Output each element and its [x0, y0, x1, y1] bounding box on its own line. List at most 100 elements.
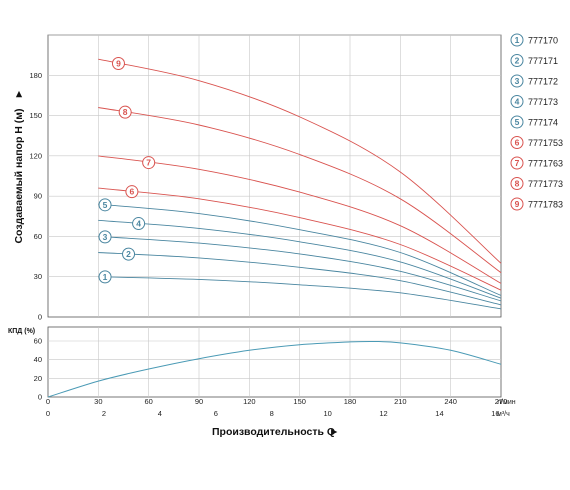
legend-marker-number: 7	[515, 158, 520, 168]
head-y-tick-label: 60	[34, 232, 42, 241]
legend-marker	[510, 177, 524, 190]
curve-marker-circle	[142, 156, 156, 170]
head-axis-arrow: ►	[13, 89, 25, 99]
efficiency-y-tick-label: 60	[34, 337, 42, 346]
x-tick-label-m3h: 8	[270, 409, 274, 418]
curve-marker-number: 3	[103, 232, 108, 242]
legend-marker	[510, 197, 524, 211]
legend-marker	[510, 54, 524, 67]
head-curve-2	[98, 252, 502, 306]
curve-markers: 1 2 3 4 5 6 7 8 9	[98, 56, 156, 284]
x-ticks-primary: 0 30 60 90 120 150 180 210 240 270	[46, 397, 507, 406]
efficiency-y-tick-label: 0	[38, 393, 42, 402]
efficiency-plot-frame	[47, 326, 502, 398]
x-tick-label-lpm: 150	[293, 397, 306, 406]
x-tick-label-lpm: 30	[94, 397, 102, 406]
legend-marker	[510, 115, 524, 129]
legend-label: 7771753	[528, 138, 563, 148]
x-ticks-secondary: 0 2 4 6 8 10 12 14 16	[46, 409, 500, 418]
x-tick-label-lpm: 210	[394, 397, 407, 406]
x-unit-secondary: м³/ч	[497, 411, 510, 418]
head-curve-7	[98, 155, 502, 284]
x-tick-label-lpm: 120	[243, 397, 256, 406]
head-plot-frame	[47, 34, 502, 318]
x-unit-primary: л/мин	[497, 399, 516, 406]
legend-marker	[510, 74, 524, 88]
efficiency-chart: 0 20 40 60 КПД (%)	[8, 326, 502, 402]
curve-marker-number: 2	[126, 249, 131, 259]
legend-label: 777170	[528, 36, 558, 46]
head-chart: 0 30 60 90 120 150 180 1 2 3 4 5 6 7 8 9 Создаваемый н…	[13, 34, 502, 322]
x-tick-label-lpm: 240	[444, 397, 457, 406]
head-y-tick-label: 150	[29, 111, 42, 120]
legend-marker	[510, 136, 524, 149]
head-grid	[48, 34, 501, 317]
head-y-tick-label: 120	[29, 151, 42, 160]
head-curve-6	[98, 187, 502, 291]
legend-label: 7771773	[528, 179, 563, 189]
x-axis-arrow: ►	[329, 426, 339, 438]
x-tick-label-m3h: 12	[379, 409, 387, 418]
legend-marker-number: 2	[515, 56, 520, 66]
curve-marker-circle	[98, 230, 112, 244]
legend-marker-number: 9	[515, 199, 520, 209]
head-curve-5	[98, 203, 502, 296]
curve-marker-circle	[98, 270, 112, 284]
curve-marker-number: 5	[103, 200, 108, 210]
legend-marker-number: 4	[515, 97, 520, 107]
legend: 1 777170 2 777171 3 777172 4 777173 5 777174 6 7771…	[510, 33, 563, 211]
curve-marker-circle	[122, 247, 136, 261]
x-tick-label-m3h: 4	[158, 409, 162, 418]
curve-marker-circle	[132, 217, 146, 231]
legend-label: 777171	[528, 56, 558, 66]
curve-marker-number: 6	[130, 187, 135, 197]
legend-marker-number: 5	[515, 117, 520, 127]
legend-label: 7771783	[528, 200, 563, 210]
legend-label: 7771763	[528, 159, 563, 169]
head-curve-1	[98, 276, 502, 310]
efficiency-curve	[47, 340, 502, 398]
legend-marker-number: 6	[515, 138, 520, 148]
head-curve-9	[98, 58, 502, 264]
x-tick-label-lpm: 60	[144, 397, 152, 406]
x-axis-title: Производительность Q	[212, 426, 335, 438]
x-tick-label-lpm: 270	[495, 397, 508, 406]
x-tick-label-m3h: 14	[435, 409, 443, 418]
head-curve-4	[98, 219, 502, 299]
legend-label: 777174	[528, 118, 558, 128]
legend-label: 777173	[528, 97, 558, 107]
x-tick-label-m3h: 0	[46, 409, 50, 418]
x-tick-label-lpm: 90	[195, 397, 203, 406]
head-y-tick-label: 30	[34, 272, 42, 281]
curve-marker-number: 8	[123, 107, 128, 117]
curve-marker-number: 1	[103, 272, 108, 282]
curve-marker-circle	[118, 105, 132, 119]
legend-marker-number: 3	[515, 76, 520, 86]
x-tick-label-m3h: 16	[491, 409, 499, 418]
head-axis-title: Создаваемый напор H (м)	[13, 108, 25, 243]
x-tick-label-lpm: 180	[344, 397, 357, 406]
legend-marker	[510, 95, 524, 108]
head-y-tick-label: 0	[38, 313, 42, 322]
curve-marker-number: 9	[116, 58, 121, 68]
curve-marker-circle	[98, 198, 112, 212]
x-tick-label-lpm: 0	[46, 397, 50, 406]
curve-marker-circle	[125, 185, 139, 199]
head-curves	[98, 58, 502, 310]
curve-marker-number: 4	[136, 219, 141, 229]
x-tick-label-m3h: 2	[102, 409, 106, 418]
efficiency-y-ticks: 0 20 40 60	[34, 337, 42, 402]
legend-marker-number: 8	[515, 179, 520, 189]
legend-marker-number: 1	[515, 35, 520, 45]
head-y-tick-label: 180	[29, 71, 42, 80]
efficiency-curve-line	[47, 340, 502, 398]
x-tick-label-m3h: 10	[323, 409, 331, 418]
curve-marker-circle	[111, 56, 125, 70]
efficiency-grid	[48, 327, 501, 397]
curve-marker-number: 7	[146, 158, 151, 168]
head-curve-3	[98, 235, 502, 302]
efficiency-y-tick-label: 40	[34, 355, 42, 364]
x-tick-label-m3h: 6	[214, 409, 218, 418]
head-y-ticks: 0 30 60 90 120 150 180	[29, 71, 42, 322]
